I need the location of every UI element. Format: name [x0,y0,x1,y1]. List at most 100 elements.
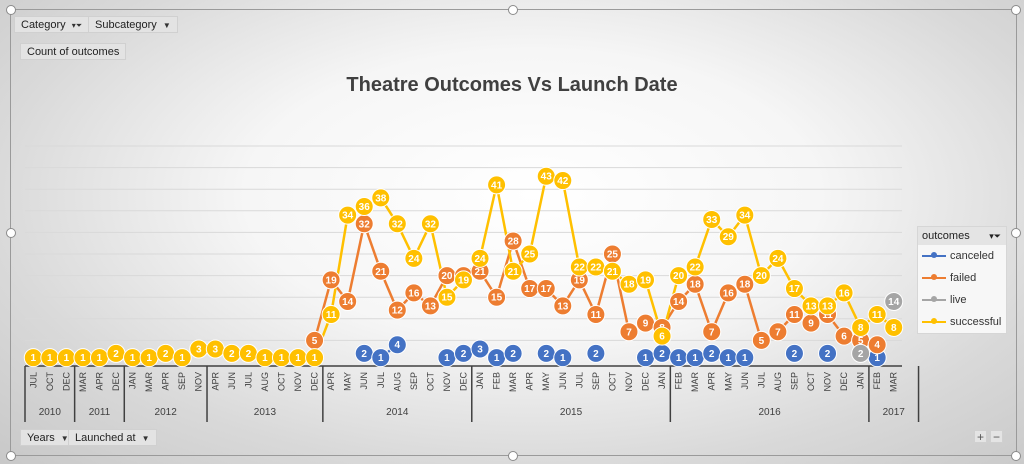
data-label-canceled: 3 [477,345,483,356]
resize-handle-bottom-middle[interactable] [508,451,518,461]
data-label-failed: 18 [690,280,702,291]
x-tick-label: MAR [508,372,518,393]
data-label-successful: 20 [756,271,768,282]
x-tick-label: SEP [789,372,799,390]
category-filter-button[interactable]: Category ▾⏷ [14,16,90,33]
data-label-failed: 11 [591,310,602,321]
data-label-failed: 21 [375,267,387,278]
data-point-canceled [553,348,573,368]
data-label-canceled: 1 [725,353,731,364]
legend-header[interactable]: outcomes ▾⏷ [918,227,1006,245]
x-tick-label: DEC [310,372,320,392]
data-point-failed [487,287,507,307]
x-tick-label: JAN [856,372,866,389]
data-label-failed: 7 [775,327,781,338]
resize-handle-top-left[interactable] [6,5,16,15]
data-point-successful [834,283,854,303]
data-label-canceled: 2 [792,349,798,360]
data-label-canceled: 1 [643,353,649,364]
x-tick-label: OCT [425,372,435,392]
years-axis-label: Years [27,432,55,444]
data-label-successful: 1 [30,353,36,364]
data-point-failed [751,330,771,350]
x-tick-label: JUL [376,372,386,388]
expand-field-button[interactable]: + [974,430,987,443]
year-label: 2015 [560,407,583,418]
legend-filter-icon[interactable]: ▾⏷ [989,231,1001,241]
data-point-successful [321,304,341,324]
data-point-successful [768,248,788,268]
data-label-successful: 15 [441,293,453,304]
data-label-failed: 13 [557,301,569,312]
data-point-failed [387,300,407,320]
chart-title: Theatre Outcomes Vs Launch Date [346,74,678,96]
legend-label: failed [950,272,977,284]
resize-handle-middle-right[interactable] [1011,228,1021,238]
dropdown-arrow-icon: ▼ [162,21,171,30]
launched-axis-button[interactable]: Launched at ▼ [68,429,157,446]
data-label-failed: 13 [425,301,437,312]
data-label-canceled: 1 [692,353,698,364]
data-point-successful [404,248,424,268]
x-tick-label: DEC [111,372,121,392]
data-point-successful [884,317,904,337]
x-tick-label: AUG [773,372,783,392]
data-label-live: 2 [858,349,864,360]
x-tick-label: JUL [574,372,584,388]
x-tick-label: SEP [177,372,187,390]
data-point-successful [371,188,391,208]
data-label-failed: 11 [789,310,800,321]
data-point-canceled [784,343,804,363]
data-label-failed: 14 [673,297,685,308]
x-tick-label: MAY [541,372,551,391]
x-tick-label: DEC [839,372,849,392]
resize-handle-top-middle[interactable] [508,5,518,15]
launched-axis-label: Launched at [75,432,136,444]
data-point-successful [867,304,887,324]
data-point-failed [404,283,424,303]
data-label-successful: 22 [574,262,586,273]
years-axis-button[interactable]: Years ▼ [20,429,76,446]
x-tick-label: APR [161,372,171,391]
data-point-successful [636,270,656,290]
data-point-successful [784,279,804,299]
resize-handle-bottom-right[interactable] [1011,451,1021,461]
legend: outcomes ▾⏷ canceled failed live success… [917,226,1007,334]
data-point-successful [751,266,771,286]
data-label-successful: 34 [739,211,751,222]
data-point-failed [371,261,391,281]
resize-handle-middle-left[interactable] [6,228,16,238]
data-label-successful: 1 [97,353,103,364]
data-label-successful: 16 [839,288,851,299]
data-label-successful: 2 [229,349,235,360]
data-point-successful [454,270,473,290]
collapse-field-button[interactable]: − [990,430,1003,443]
x-tick-label: JUN [558,372,568,390]
resize-handle-bottom-left[interactable] [6,451,16,461]
legend-item-live: live [918,289,1006,311]
data-point-failed [536,279,556,299]
data-label-successful: 25 [524,250,536,261]
data-label-successful: 8 [858,323,864,334]
data-label-successful: 8 [891,323,897,334]
data-label-live: 14 [888,297,900,308]
data-label-successful: 3 [196,345,202,356]
value-field-button[interactable]: Count of outcomes [20,43,127,60]
data-label-failed: 7 [709,327,715,338]
data-label-successful: 19 [458,275,470,286]
resize-handle-top-right[interactable] [1011,5,1021,15]
legend-swatch-canceled [922,252,946,258]
data-label-successful: 1 [80,353,86,364]
legend-label: successful [950,316,1002,328]
data-label-successful: 6 [659,332,665,343]
data-point-failed [718,283,738,303]
data-label-failed: 6 [841,332,847,343]
data-label-successful: 17 [789,284,801,295]
subcategory-filter-button[interactable]: Subcategory ▼ [88,16,178,33]
data-label-successful: 34 [342,211,354,222]
data-label-successful: 1 [312,353,318,364]
data-point-canceled [387,335,407,355]
data-label-successful: 24 [772,254,784,265]
legend-label: live [950,294,967,306]
